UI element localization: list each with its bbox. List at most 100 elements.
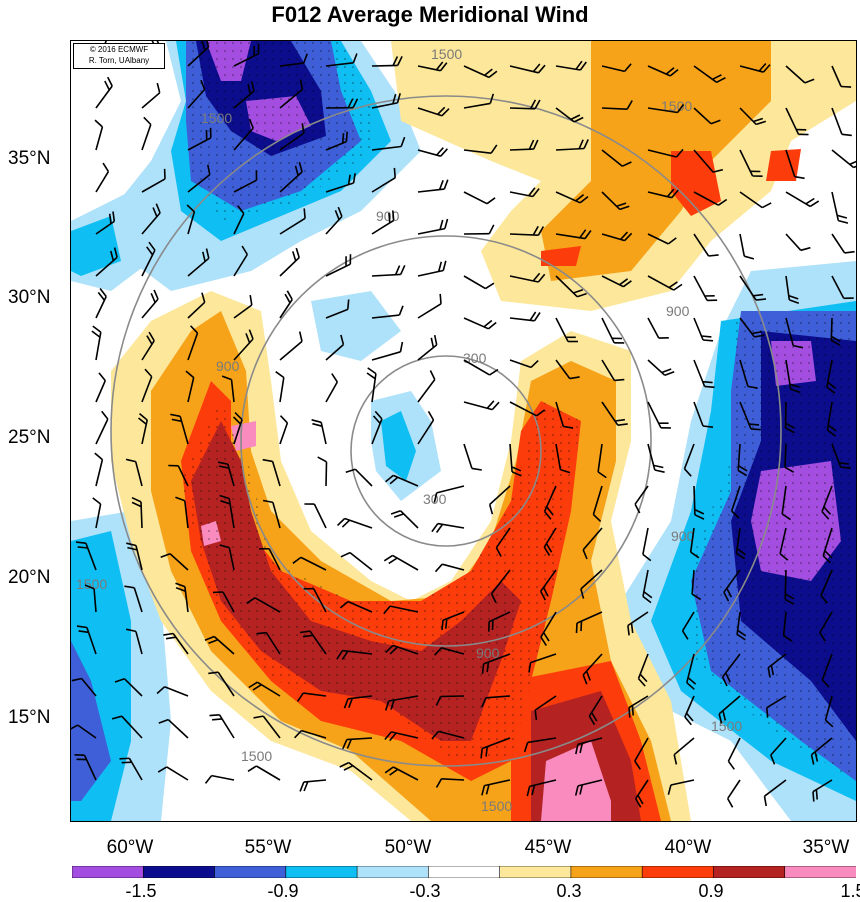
- wind-barb-flag: [348, 300, 349, 310]
- wind-barb-flag: [210, 715, 220, 716]
- wind-barb-flag: [445, 219, 448, 229]
- wind-barb-flag: [304, 782, 308, 791]
- wind-barb-flag: [813, 792, 814, 802]
- wind-barb-flag: [432, 524, 438, 532]
- wind-barb: [142, 93, 160, 108]
- wind-barb: [256, 766, 280, 780]
- wind-barb-flag: [483, 664, 484, 674]
- wind-barb-flag: [394, 168, 395, 178]
- wind-barb-flag: [304, 208, 305, 218]
- wind-barb-flag: [108, 77, 113, 86]
- wind-barb: [643, 528, 648, 554]
- wind-barb-flag: [484, 321, 492, 327]
- colorbar-swatch: [500, 866, 572, 878]
- wind-barb-flag: [806, 199, 814, 204]
- wind-barb-flag: [837, 215, 847, 218]
- contour-label: 300: [463, 350, 487, 366]
- wind-barb: [372, 352, 401, 360]
- wind-barb-flag: [338, 519, 345, 526]
- wind-barb: [96, 381, 105, 402]
- lat-label-15n: 15°N: [8, 707, 68, 729]
- colorbar-label: -0.3: [409, 881, 440, 902]
- wind-barb-flag: [705, 386, 715, 387]
- wind-barb: [728, 780, 740, 799]
- wind-barb-flag: [838, 221, 848, 224]
- wind-barb-flag: [841, 87, 851, 88]
- wind-barb-flag: [105, 81, 110, 90]
- wind-barb-flag: [102, 411, 108, 419]
- wind-barb-flag: [487, 401, 494, 409]
- wind-barb-flag: [332, 374, 338, 382]
- wind-barb-flag: [431, 338, 433, 348]
- wind-barb-flag: [391, 511, 401, 514]
- author-text: R. Torn, UAlbany: [74, 55, 164, 66]
- wind-barb-flag: [440, 294, 441, 304]
- wind-barb-flag: [300, 782, 304, 791]
- wind-barb-flag: [120, 758, 130, 759]
- wind-barb: [694, 486, 695, 515]
- wind-barb-flag: [492, 402, 499, 409]
- wind-barb-flag: [389, 213, 390, 223]
- wind-barb-flag: [486, 747, 487, 757]
- wind-barb-flag: [389, 558, 397, 563]
- wind-barb-flag: [629, 708, 630, 718]
- wind-barb-flag: [440, 180, 444, 189]
- wind-barb-flag: [816, 790, 817, 800]
- wind-barb: [326, 382, 337, 402]
- wind-barb: [355, 469, 372, 486]
- colorbar-swatch: [785, 866, 856, 878]
- wind-barb: [418, 380, 435, 403]
- lat-label-20n: 20°N: [8, 567, 68, 589]
- map-panel: 1500 1500 900 900 900 300 300 900 900 15…: [70, 40, 857, 822]
- wind-barb-flag: [767, 708, 768, 718]
- wind-barb-flag: [435, 335, 437, 345]
- wind-barb-flag: [728, 761, 734, 769]
- wind-barb-flag: [632, 706, 633, 716]
- wind-barb-flag: [312, 420, 322, 423]
- wind-barb: [142, 125, 151, 151]
- contour-label: 1500: [711, 718, 742, 734]
- lon-label-60w: 60°W: [107, 837, 154, 859]
- wind-barb-flag: [76, 542, 86, 543]
- wind-barb-flag: [151, 293, 155, 302]
- wind-barb-flag: [318, 457, 327, 462]
- wind-barb-flag: [662, 369, 671, 373]
- wind-barb-flag: [276, 372, 284, 378]
- colorbar-swatch: [357, 866, 429, 878]
- wind-barb: [280, 378, 284, 403]
- wind-barb: [740, 234, 744, 256]
- wind-barb-flag: [430, 371, 434, 380]
- wind-barb-flag: [703, 382, 713, 383]
- colorbar-swatch: [713, 866, 785, 878]
- wind-barb-flag: [487, 198, 495, 204]
- wind-barb-flag: [841, 467, 851, 468]
- wind-barb-flag: [486, 283, 494, 288]
- wind-barb-flag: [655, 470, 665, 472]
- wind-barb-flag: [99, 373, 105, 381]
- wind-barb-flag: [296, 248, 299, 258]
- wind-barb-flag: [93, 326, 101, 332]
- contour-label: 1500: [201, 110, 232, 126]
- wind-barb-flag: [300, 332, 302, 342]
- wind-barb: [464, 276, 486, 289]
- wind-barb-flag: [762, 203, 771, 208]
- wind-barb-flag: [293, 251, 296, 261]
- colorbar-label: -0.9: [267, 881, 298, 902]
- meridional-wind-map: 1500 1500 900 900 900 300 300 900 900 15…: [71, 41, 856, 821]
- wind-barb-flag: [443, 261, 446, 271]
- wind-barb-flag: [93, 498, 101, 504]
- colorbar-label: 0.9: [698, 881, 723, 902]
- wind-barb-flag: [312, 424, 322, 427]
- wind-barb-flag: [749, 424, 759, 425]
- wind-barb-flag: [436, 564, 443, 572]
- wind-barb-flag: [399, 306, 403, 315]
- wind-barb-flag: [490, 505, 493, 515]
- wind-barb-flag: [744, 256, 754, 259]
- wind-barb-flag: [581, 621, 582, 631]
- wind-barb-flag: [850, 160, 856, 164]
- wind-barb-flag: [154, 290, 158, 299]
- wind-barb-flag: [257, 633, 267, 634]
- lon-label-35w: 35°W: [803, 837, 850, 859]
- map-title: F012 Average Meridional Wind: [0, 2, 860, 28]
- lat-label-25n: 25°N: [8, 427, 68, 449]
